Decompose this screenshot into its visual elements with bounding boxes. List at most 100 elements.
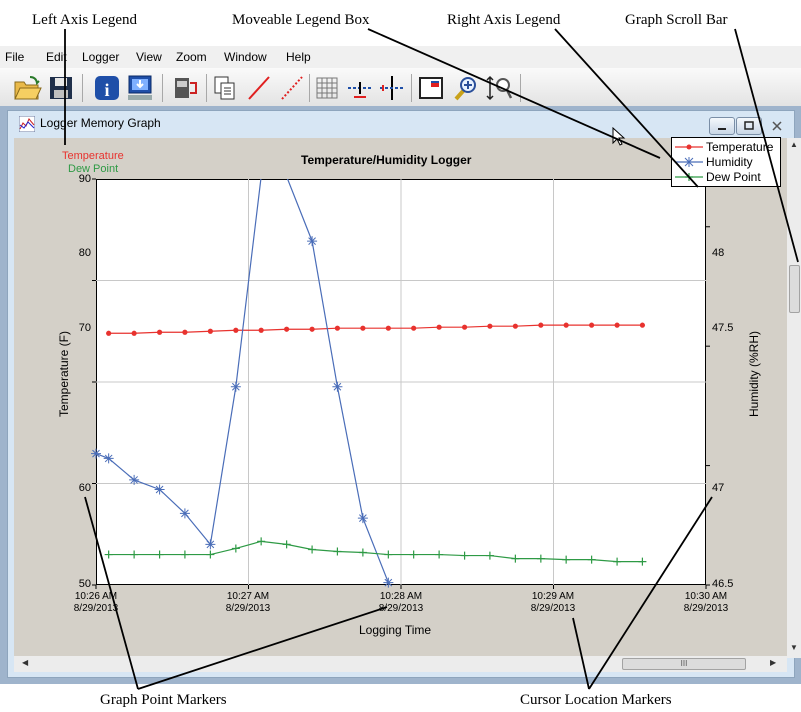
data-point-temperature [258, 327, 264, 333]
data-point-dew-point [333, 547, 342, 556]
callout-right-axis-legend: Right Axis Legend [447, 12, 561, 28]
data-point-humidity [307, 236, 318, 247]
data-point-temperature [639, 322, 646, 328]
y-left-tick-label: 70 [78, 322, 91, 334]
moveable-legend-box[interactable]: Temperature Humidity Dew Point [671, 137, 781, 187]
data-point-temperature [589, 322, 595, 328]
info-icon[interactable]: i [92, 73, 122, 103]
data-point-dew-point [130, 550, 139, 559]
data-point-dew-point [460, 551, 469, 560]
menu-logger[interactable]: Logger [82, 50, 120, 64]
data-point-temperature [334, 325, 341, 331]
data-point-dew-point [485, 551, 494, 560]
svg-text:i: i [104, 80, 109, 100]
data-point-temperature [385, 325, 391, 331]
line-icon[interactable] [244, 73, 274, 103]
save-disk-icon[interactable] [46, 73, 76, 103]
callout-graph-scroll-bar: Graph Scroll Bar [625, 12, 728, 28]
data-point-humidity [230, 381, 241, 392]
data-point-dew-point [536, 554, 545, 563]
data-point-dew-point [638, 557, 647, 566]
toolbar-separator [162, 74, 163, 102]
series-line-humidity [96, 179, 392, 585]
data-point-temperature [461, 324, 468, 330]
callout-moveable-legend-box: Moveable Legend Box [232, 12, 370, 28]
callout-graph-point-markers: Graph Point Markers [100, 692, 227, 708]
menu-edit[interactable]: Edit [46, 50, 67, 64]
scroll-left-arrow-icon[interactable]: ◀ [22, 658, 29, 667]
data-point-humidity [357, 513, 368, 524]
data-point-humidity [383, 577, 394, 588]
series-line-dew-point [108, 540, 643, 563]
data-point-humidity [332, 381, 343, 392]
data-point-dew-point [358, 548, 367, 557]
scroll-up-arrow-icon[interactable]: ▲ [790, 140, 798, 149]
y-right-tick-label: 47.5 [712, 322, 734, 334]
graph-icon [19, 116, 35, 132]
toolbar-separator [309, 74, 310, 102]
y-right-tick-label: 46.5 [712, 578, 734, 590]
horizontal-scroll-bar[interactable]: ◀ III ▶ [14, 656, 787, 672]
data-point-dew-point [409, 550, 418, 559]
data-point-temperature [487, 323, 493, 329]
menu-zoom[interactable]: Zoom [176, 50, 207, 64]
x-tick-label: 10:28 AM 8/29/2013 [378, 591, 424, 614]
data-point-temperature [284, 326, 290, 332]
data-point-humidity [103, 453, 114, 464]
data-point-temperature [156, 329, 163, 335]
menu-file[interactable]: File [5, 50, 25, 64]
dotted-line-icon[interactable] [277, 73, 307, 103]
legend-entry-temperature: Temperature [706, 140, 774, 154]
data-point-temperature [512, 323, 518, 329]
data-point-dew-point [104, 550, 113, 559]
data-point-dew-point [308, 545, 317, 554]
data-point-dew-point [206, 550, 215, 559]
data-point-dew-point [282, 540, 291, 549]
window-title: Logger Memory Graph [40, 116, 161, 130]
data-point-temperature [360, 325, 366, 331]
y-left-tick-label: 60 [78, 482, 91, 494]
data-point-humidity [179, 508, 190, 519]
data-point-dew-point [180, 550, 189, 559]
copy-icon[interactable] [210, 73, 240, 103]
data-point-dew-point [257, 537, 266, 546]
y-left-tick-label: 80 [78, 247, 91, 259]
data-point-temperature [233, 327, 239, 333]
data-point-temperature [436, 324, 442, 330]
data-point-temperature [309, 326, 315, 332]
y-left-tick-label: 90 [78, 173, 91, 185]
graph-scroll-bar[interactable]: ▲ ▼ [787, 138, 801, 658]
data-point-dew-point [231, 544, 240, 553]
data-point-temperature [538, 322, 544, 328]
toolbar-separator [82, 74, 83, 102]
open-folder-icon[interactable] [12, 73, 42, 103]
data-point-temperature [563, 322, 569, 328]
data-point-dew-point [587, 555, 596, 564]
data-point-dew-point [562, 555, 571, 564]
callout-cursor-location-markers: Cursor Location Markers [520, 692, 672, 708]
data-point-humidity [91, 448, 101, 459]
data-point-dew-point [384, 550, 393, 559]
data-point-temperature [614, 322, 620, 328]
data-point-dew-point [511, 554, 520, 563]
scroll-thumb[interactable] [789, 265, 800, 313]
legend-entry-dew-point: Dew Point [706, 170, 761, 184]
grid-icon[interactable] [312, 73, 342, 103]
scroll-down-arrow-icon[interactable]: ▼ [790, 643, 798, 652]
menu-view[interactable]: View [136, 50, 162, 64]
menu-help[interactable]: Help [286, 50, 311, 64]
data-point-temperature [106, 330, 112, 336]
x-tick-label: 10:29 AM 8/29/2013 [530, 591, 576, 614]
download-computer-icon[interactable] [125, 73, 155, 103]
data-point-temperature [131, 330, 137, 336]
y-right-tick-label: 48 [712, 247, 725, 259]
legend-entry-humidity: Humidity [706, 155, 753, 169]
hscroll-thumb[interactable]: III [622, 658, 746, 670]
scroll-right-arrow-icon[interactable]: ▶ [770, 658, 777, 667]
data-point-dew-point [613, 557, 622, 566]
menu-window[interactable]: Window [224, 50, 267, 64]
logger-connect-icon[interactable] [170, 73, 200, 103]
toolbar-separator [206, 74, 207, 102]
data-point-humidity [154, 484, 165, 495]
